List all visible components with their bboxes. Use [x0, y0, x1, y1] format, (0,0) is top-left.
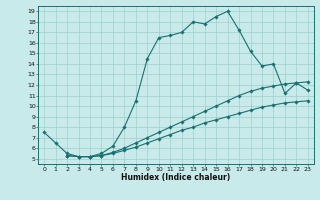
X-axis label: Humidex (Indice chaleur): Humidex (Indice chaleur): [121, 173, 231, 182]
